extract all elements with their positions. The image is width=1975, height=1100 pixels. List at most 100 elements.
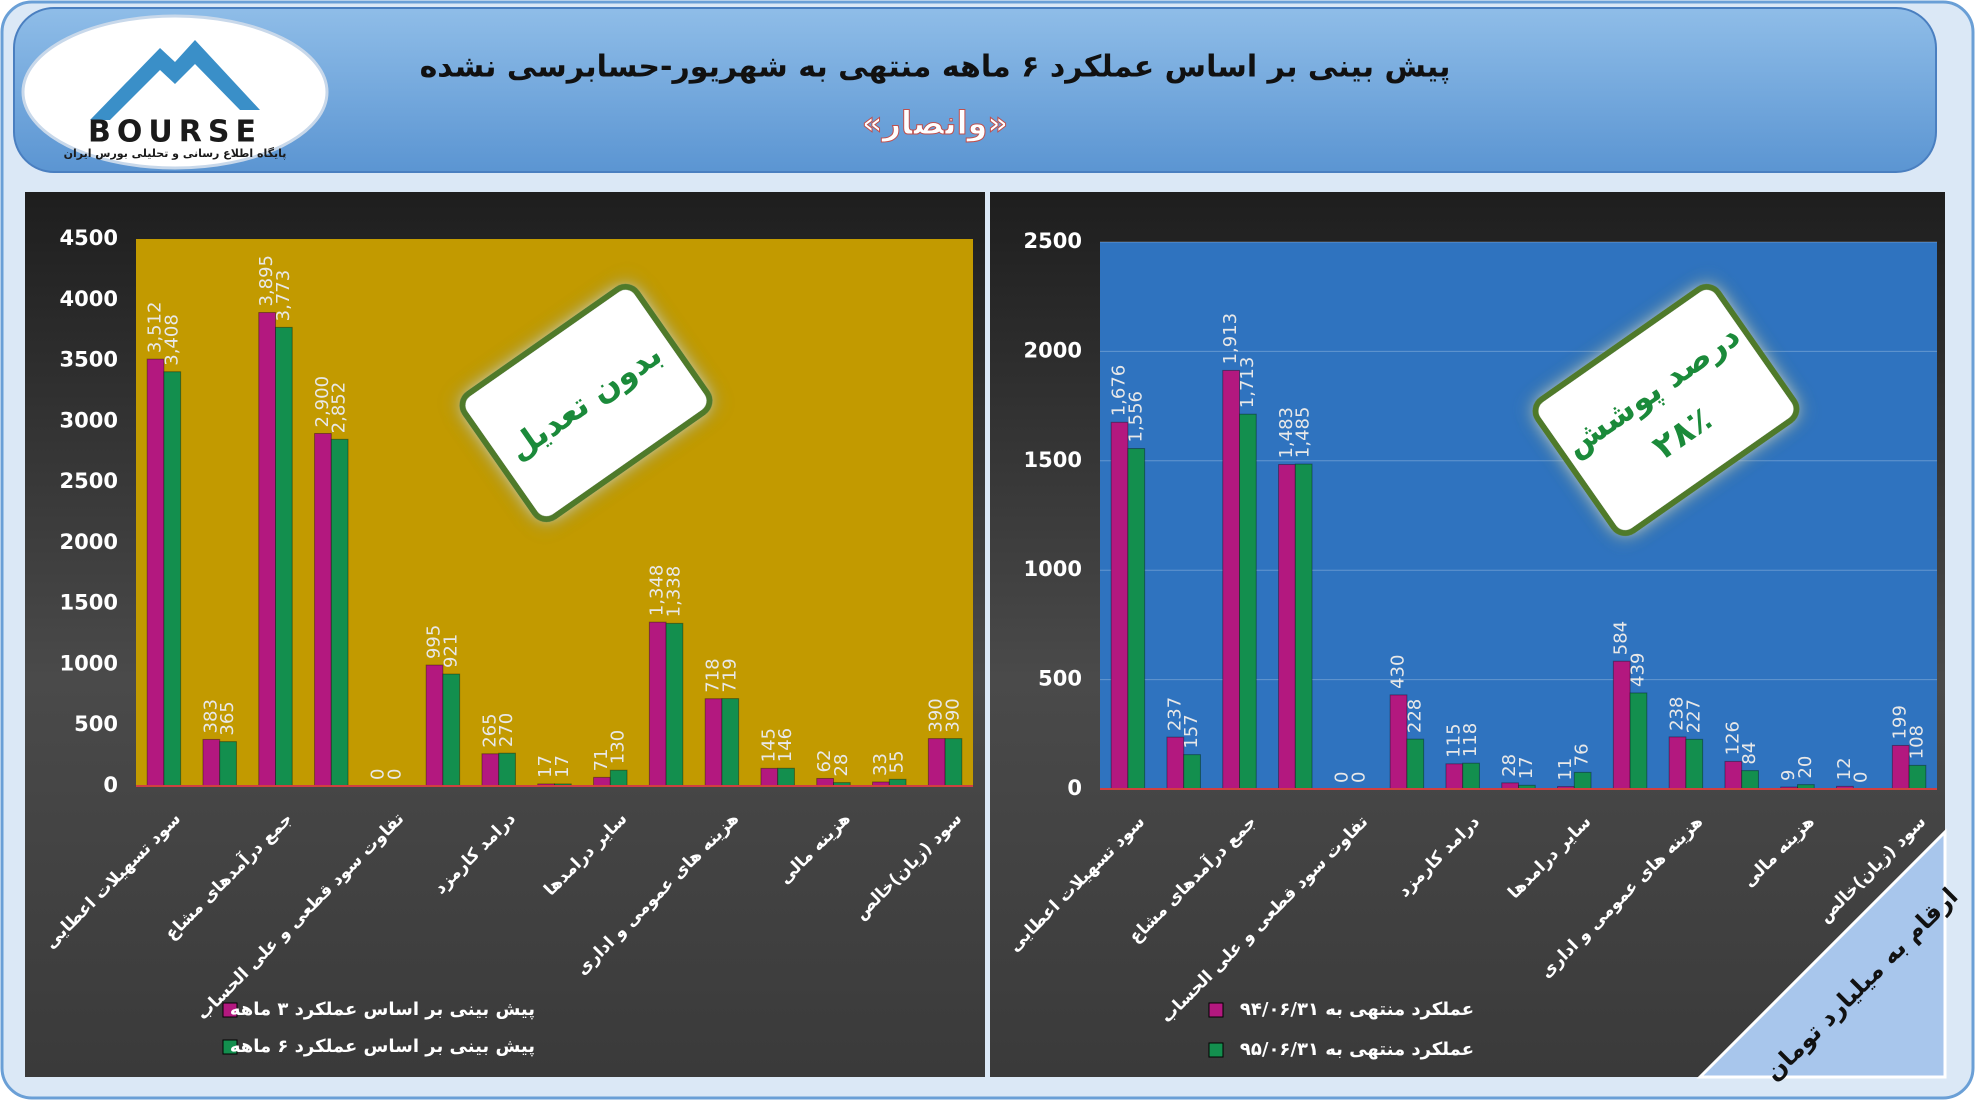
value-label: 3,512	[145, 302, 166, 354]
y-tick-label: 1000	[1024, 557, 1082, 581]
value-label: 1,338	[663, 566, 684, 618]
bar	[816, 777, 835, 787]
bar	[1573, 771, 1592, 790]
value-label: 390	[942, 698, 963, 732]
value-label: 146	[775, 728, 796, 762]
bar	[1110, 421, 1129, 790]
bar	[1908, 764, 1927, 790]
y-tick-label: 1500	[60, 591, 118, 615]
value-label: 12	[1834, 757, 1855, 780]
value-label: 0	[1348, 772, 1369, 783]
bar	[1629, 692, 1648, 790]
legend-label: پیش بینی بر اساس عملکرد ۶ ماهه	[230, 1036, 535, 1057]
value-label: 1,713	[1237, 357, 1258, 409]
header-band	[13, 7, 1937, 173]
bar	[944, 738, 963, 787]
value-label: 270	[496, 713, 517, 747]
value-label: 55	[887, 750, 908, 773]
bar	[1445, 763, 1464, 790]
bar	[1668, 736, 1687, 790]
value-label: 227	[1683, 699, 1704, 733]
value-label: 1,483	[1276, 407, 1297, 459]
value-label: 1,676	[1109, 365, 1130, 417]
bar	[1406, 738, 1425, 790]
bar	[163, 371, 182, 787]
value-label: 28	[1499, 754, 1520, 777]
bar	[888, 778, 907, 787]
value-label: 1,556	[1125, 391, 1146, 443]
bar	[721, 698, 740, 787]
logo-badge	[21, 14, 329, 170]
legend-swatch	[1208, 1002, 1224, 1018]
value-label: 17	[535, 755, 556, 778]
value-label: 1,348	[647, 565, 668, 617]
bar	[498, 752, 516, 787]
bar	[1222, 369, 1241, 790]
value-label: 130	[608, 730, 629, 764]
value-label: 108	[1906, 725, 1927, 759]
value-label: 390	[926, 698, 947, 732]
value-label: 995	[424, 625, 445, 659]
y-tick-label: 2000	[60, 530, 118, 554]
y-tick-label: 2500	[60, 469, 118, 493]
value-label: 115	[1443, 723, 1464, 757]
bar	[258, 312, 277, 787]
value-label: 62	[814, 750, 835, 773]
bar	[1741, 770, 1759, 790]
value-label: 20	[1795, 756, 1816, 779]
value-label: 1,485	[1293, 407, 1314, 459]
y-tick-label: 3000	[60, 408, 118, 432]
value-label: 0	[384, 769, 405, 780]
y-tick-label: 2500	[1024, 229, 1082, 253]
badge-box	[1532, 283, 1800, 537]
bar	[146, 358, 165, 787]
value-label: 199	[1890, 705, 1911, 739]
value-label: 2,852	[329, 382, 350, 434]
y-tick-label: 4500	[60, 226, 118, 250]
bar	[219, 741, 237, 787]
legend-label: عملکرد منتهی به ۹۴/۰۶/۳۱	[1240, 999, 1474, 1020]
value-label: 76	[1572, 743, 1593, 766]
legend-swatch	[222, 1002, 238, 1018]
bar	[927, 738, 946, 787]
bar	[1278, 464, 1296, 790]
y-tick-label: 1000	[60, 651, 118, 675]
y-tick-label: 500	[74, 712, 118, 736]
value-label: 718	[703, 658, 724, 692]
page-subtitle: «وانصار»	[862, 104, 1008, 142]
bar	[1239, 413, 1257, 790]
value-label: 9	[1778, 770, 1799, 781]
value-label: 157	[1181, 714, 1202, 748]
bar	[609, 769, 628, 787]
value-label: 383	[200, 699, 221, 733]
value-label: 17	[552, 755, 573, 778]
y-tick-label: 500	[1038, 667, 1082, 691]
value-label: 719	[719, 658, 740, 692]
value-label: 3,773	[273, 270, 294, 322]
bar	[760, 767, 779, 787]
bar	[777, 767, 795, 787]
value-label: 118	[1460, 723, 1481, 757]
bar	[593, 776, 611, 787]
value-label: 430	[1388, 655, 1409, 689]
value-label: 1,913	[1220, 313, 1241, 365]
value-label: 126	[1722, 721, 1743, 755]
value-label: 228	[1404, 699, 1425, 733]
y-tick-label: 0	[103, 773, 118, 797]
bar	[425, 664, 444, 787]
bar	[1462, 762, 1480, 790]
y-tick-label: 4000	[60, 287, 118, 311]
value-label: 84	[1739, 742, 1760, 765]
bar	[481, 753, 500, 787]
legend-label: پیش بینی بر اساس عملکرد ۳ ماهه	[230, 999, 535, 1020]
badge-left: بدون تعدیل	[459, 283, 713, 523]
value-label: 28	[831, 754, 852, 777]
badge-right: درصد پوشش ۲۸٪	[1532, 283, 1800, 537]
bar	[1183, 754, 1201, 790]
value-label: 265	[479, 713, 500, 747]
value-label: 0	[368, 769, 389, 780]
logo-mark	[90, 40, 260, 120]
value-label: 237	[1164, 697, 1185, 731]
y-tick-label: 1500	[1024, 448, 1082, 472]
value-label: 238	[1667, 697, 1688, 731]
